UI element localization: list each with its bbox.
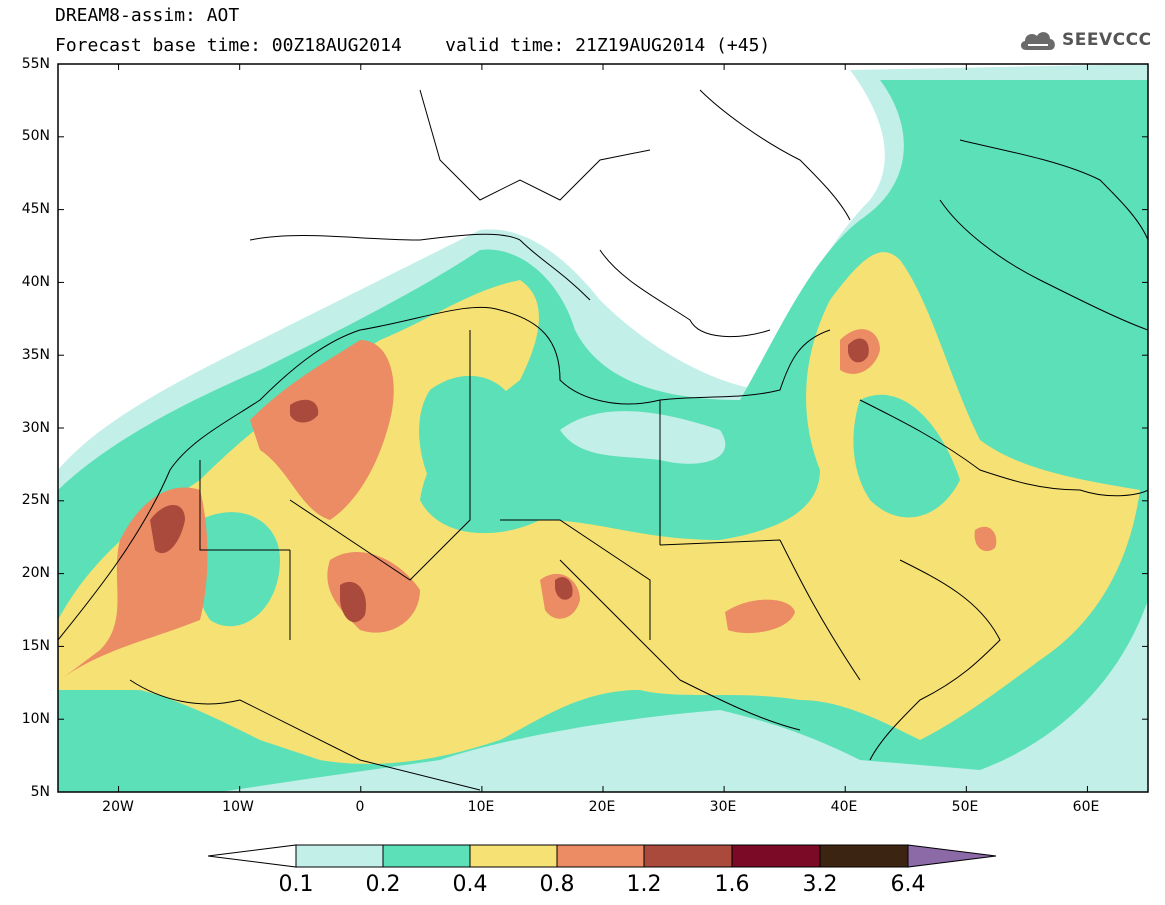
colorbar-tick-0.2: 0.2 — [365, 872, 401, 897]
lat-label-5N: 5N — [30, 784, 50, 800]
colorbar-tick-1.6: 1.6 — [714, 872, 750, 897]
aot-contour-14 — [974, 526, 997, 552]
aot-contour-12 — [725, 599, 795, 634]
lat-label-35N: 35N — [21, 347, 50, 363]
seevccc-logo: SEEVCCC — [1018, 24, 1158, 58]
lon-label-20W: 20W — [102, 799, 134, 815]
aot-field — [58, 64, 1148, 792]
logo-text: SEEVCCC — [1062, 30, 1152, 50]
lon-label-20E: 20E — [588, 799, 616, 815]
colorbar-bin-1.6-3.2 — [731, 844, 821, 868]
colorbar-bin-0.8-1.2 — [556, 844, 645, 868]
lat-label-20N: 20N — [21, 565, 50, 581]
colorbar-high-triangle — [907, 844, 997, 868]
lat-label-50N: 50N — [21, 128, 50, 144]
lon-label-10W: 10W — [222, 799, 254, 815]
colorbar-tick-0.4: 0.4 — [452, 872, 488, 897]
aot-contour-17 — [340, 581, 366, 623]
colorbar — [207, 844, 997, 868]
colorbar-bin-3.2-6.4 — [819, 844, 909, 868]
aot-contour-06 — [193, 512, 280, 627]
chart-title: DREAM8-assim: AOT — [55, 5, 240, 26]
cloud-icon — [1020, 32, 1055, 50]
lat-label-30N: 30N — [21, 420, 50, 436]
colorbar-bin-0.1-0.2 — [295, 844, 384, 868]
lon-label-50E: 50E — [951, 799, 979, 815]
lat-label-55N: 55N — [21, 56, 50, 72]
lon-label-30E: 30E — [709, 799, 737, 815]
lat-label-25N: 25N — [21, 492, 50, 508]
aot-contour-09 — [250, 340, 394, 520]
axis-ticks — [58, 63, 1148, 793]
colorbar-bin-1.2-1.6 — [643, 844, 733, 868]
aot-contour-16 — [290, 399, 319, 423]
colorbar-bin-0.2-0.4 — [382, 844, 471, 868]
map-borders — [58, 89, 1148, 791]
lat-label-10N: 10N — [21, 711, 50, 727]
lat-label-40N: 40N — [21, 274, 50, 290]
colorbar-tick-3.2: 3.2 — [802, 872, 838, 897]
aot-contour-19 — [848, 338, 869, 363]
aot-contour-18 — [555, 577, 573, 600]
lat-label-15N: 15N — [21, 638, 50, 654]
colorbar-tick-6.4: 6.4 — [890, 872, 926, 897]
lon-label-60E: 60E — [1072, 799, 1100, 815]
forecast-time-line: Forecast base time: 00Z18AUG2014 valid t… — [55, 35, 771, 56]
lon-label-0: 0 — [355, 799, 365, 815]
colorbar-tick-1.2: 1.2 — [626, 872, 662, 897]
aot-contour-03 — [560, 411, 726, 464]
aot-contour-07 — [853, 394, 960, 518]
lat-label-45N: 45N — [21, 201, 50, 217]
colorbar-tick-0.8: 0.8 — [539, 872, 575, 897]
colorbar-tick-0.1: 0.1 — [278, 872, 314, 897]
aot-contour-15 — [150, 505, 185, 554]
lon-label-10E: 10E — [467, 799, 495, 815]
colorbar-low-triangle — [207, 844, 297, 868]
lon-label-40E: 40E — [830, 799, 858, 815]
colorbar-bin-0.4-0.8 — [469, 844, 558, 868]
